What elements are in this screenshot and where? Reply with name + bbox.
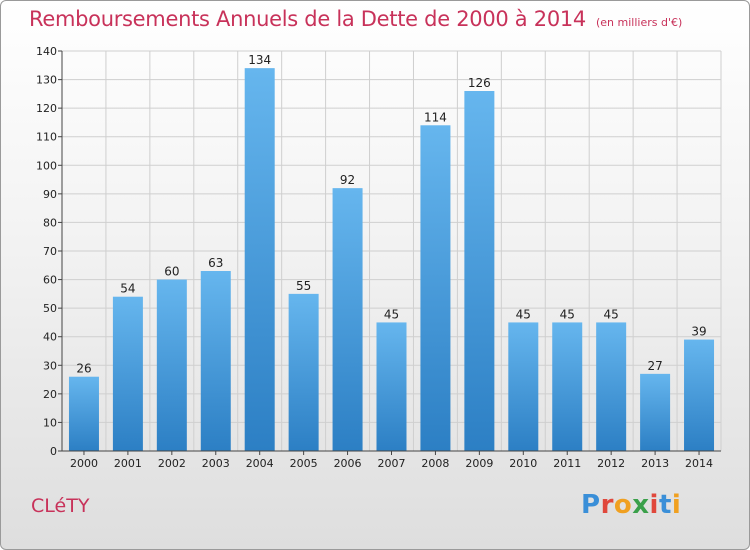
logo-letter: i — [671, 490, 682, 520]
x-tick-label-2012: 2012 — [597, 457, 625, 470]
y-tick-label: 70 — [43, 245, 57, 258]
chart-title: Remboursements Annuels de la Dette de 20… — [29, 7, 682, 31]
bar-2013 — [640, 373, 671, 451]
x-tick-label-2003: 2003 — [202, 457, 230, 470]
bar-2006 — [332, 188, 363, 451]
data-label-2000: 26 — [76, 362, 91, 376]
data-label-2003: 63 — [208, 256, 223, 270]
bar-2003 — [200, 271, 231, 451]
bar-2012 — [596, 322, 627, 451]
bar-2004 — [244, 68, 275, 452]
y-tick-label: 20 — [43, 388, 57, 401]
bar-2007 — [376, 322, 407, 451]
proxiti-logo: Proxiti — [581, 490, 681, 520]
bar-2001 — [112, 296, 143, 451]
y-tick-label: 90 — [43, 188, 57, 201]
y-tick-label: 50 — [43, 302, 57, 315]
x-tick-label-2009: 2009 — [465, 457, 493, 470]
bar-2000 — [68, 376, 99, 451]
logo-letter: i — [649, 490, 659, 520]
bars: 26 54 60 63 134 55 92 45 114 126 45 45 45 27 39 — [68, 53, 715, 452]
logo-letter: t — [658, 490, 672, 520]
data-label-2004: 134 — [248, 53, 271, 67]
bar-2009 — [464, 91, 495, 451]
data-label-2002: 60 — [164, 265, 179, 279]
data-label-2013: 27 — [647, 359, 662, 373]
city-name: CLéTY — [31, 495, 90, 517]
bar-2002 — [156, 279, 187, 451]
x-tick-label-2002: 2002 — [158, 457, 186, 470]
y-tick-label: 120 — [36, 102, 57, 115]
y-tick-label: 0 — [50, 445, 57, 458]
bar-2010 — [508, 322, 539, 451]
data-label-2009: 126 — [468, 76, 491, 90]
chart-title-text: Remboursements Annuels de la Dette de 20… — [29, 7, 586, 31]
logo-letter: P — [581, 490, 601, 520]
data-label-2014: 39 — [691, 325, 706, 339]
y-tick-label: 40 — [43, 331, 57, 344]
x-tick-label-2004: 2004 — [246, 457, 274, 470]
bar-2005 — [288, 293, 319, 451]
x-tick-label-2007: 2007 — [378, 457, 406, 470]
bar-2014 — [684, 339, 715, 451]
chart-unit: (en milliers d'€) — [596, 16, 683, 29]
y-tick-label: 30 — [43, 359, 57, 372]
x-tick-label-2001: 2001 — [114, 457, 142, 470]
data-label-2010: 45 — [516, 307, 531, 321]
y-tick-label: 60 — [43, 274, 57, 287]
data-label-2007: 45 — [384, 307, 399, 321]
logo-letter: r — [600, 490, 614, 520]
bar-2011 — [552, 322, 583, 451]
logo-letter: x — [632, 490, 650, 520]
y-tick-label: 140 — [36, 45, 57, 58]
x-tick-label-2013: 2013 — [641, 457, 669, 470]
y-tick-label: 110 — [36, 131, 57, 144]
y-tick-label: 80 — [43, 216, 57, 229]
x-tick-label-2010: 2010 — [509, 457, 537, 470]
y-tick-label: 100 — [36, 159, 57, 172]
logo-letter: o — [613, 490, 633, 520]
data-label-2006: 92 — [340, 173, 355, 187]
x-tick-label-2000: 2000 — [70, 457, 98, 470]
data-label-2005: 55 — [296, 279, 311, 293]
x-tick-label-2005: 2005 — [290, 457, 318, 470]
x-tick-label-2011: 2011 — [553, 457, 581, 470]
axes: 0 10 20 30 40 50 60 70 80 90 100 110 120 130 140 2000 20… — [36, 45, 721, 470]
data-label-2012: 45 — [604, 307, 619, 321]
x-tick-label-2014: 2014 — [685, 457, 713, 470]
bar-2008 — [420, 125, 451, 452]
data-label-2001: 54 — [120, 282, 135, 296]
y-tick-label: 130 — [36, 74, 57, 87]
x-tick-label-2008: 2008 — [421, 457, 449, 470]
data-label-2008: 114 — [424, 110, 447, 124]
x-tick-label-2006: 2006 — [334, 457, 362, 470]
data-label-2011: 45 — [560, 307, 575, 321]
y-tick-label: 10 — [43, 416, 57, 429]
